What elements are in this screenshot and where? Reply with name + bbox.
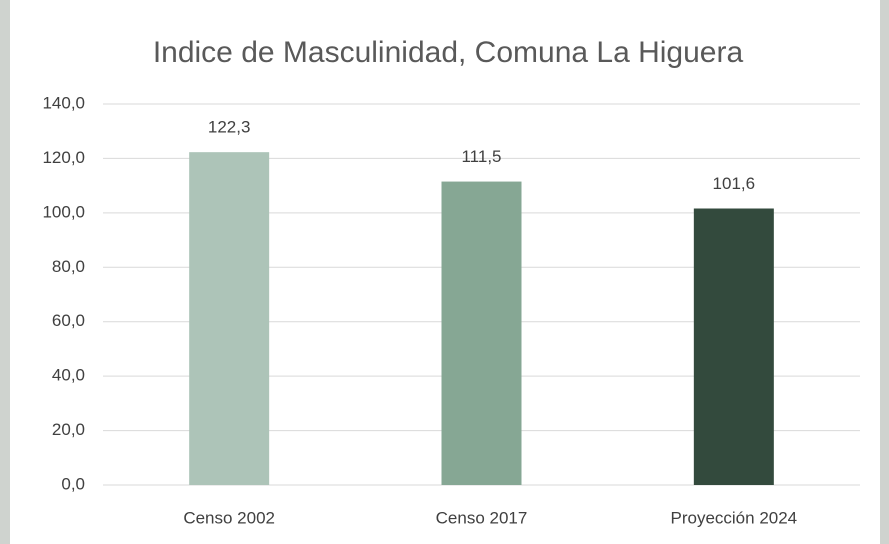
y-tick-label: 20,0 [52, 420, 85, 439]
data-label: 122,3 [208, 118, 251, 137]
x-tick-label: Censo 2002 [183, 508, 275, 527]
x-tick-label: Censo 2017 [436, 508, 528, 527]
chart-title: Indice de Masculinidad, Comuna La Higuer… [153, 36, 744, 69]
y-tick-label: 80,0 [52, 257, 85, 276]
y-tick-label: 100,0 [42, 202, 85, 221]
data-label: 101,6 [713, 174, 756, 193]
bar [693, 208, 774, 485]
y-tick-label: 40,0 [52, 366, 85, 385]
bar [189, 152, 270, 485]
y-tick-label: 60,0 [52, 311, 85, 330]
y-tick-label: 120,0 [42, 148, 85, 167]
data-label: 111,5 [461, 147, 501, 166]
bar [441, 181, 522, 485]
x-tick-label: Proyección 2024 [671, 508, 798, 527]
y-tick-label: 0,0 [61, 474, 85, 493]
y-tick-label: 140,0 [42, 93, 85, 112]
